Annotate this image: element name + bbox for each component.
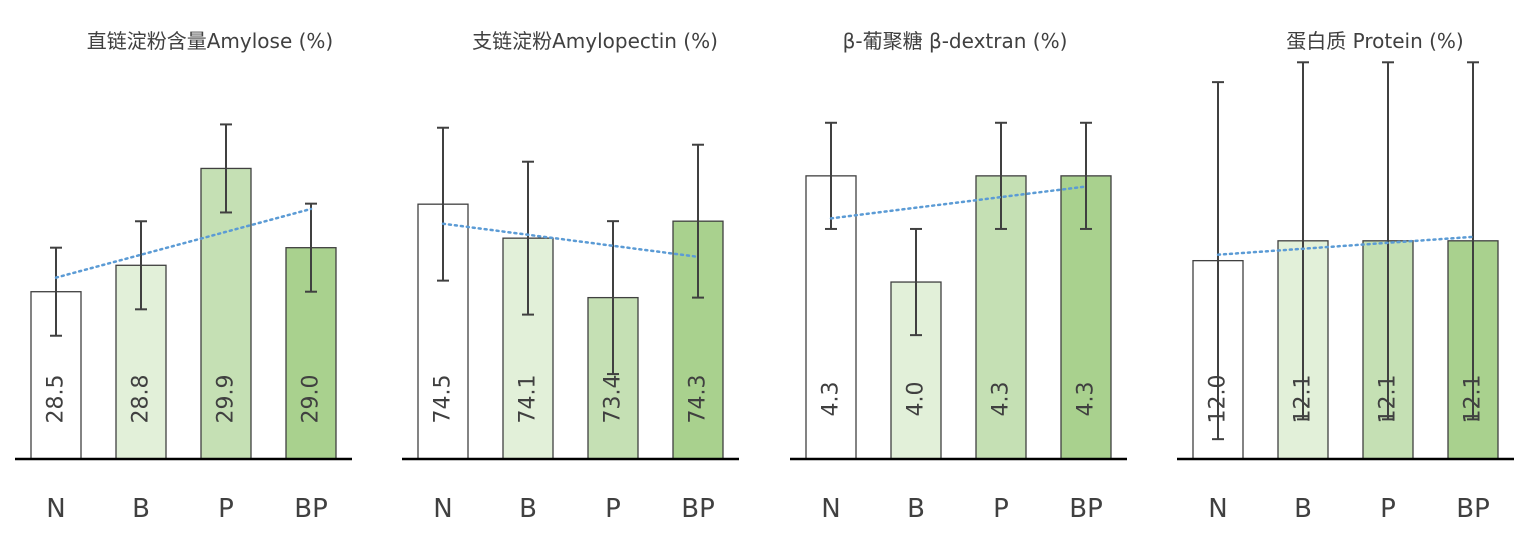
chart-panel-3: β-葡聚糖 β-dextran (%) 4.3 N 4.0 B 4.3 P 4.3 BP — [790, 29, 1127, 524]
data-label-P: 4.3 — [989, 382, 1014, 417]
trendline — [829, 185, 1088, 220]
data-label-N: 4.3 — [819, 382, 844, 417]
data-label-P: 29.9 — [214, 375, 239, 424]
data-label-P: 12.1 — [1376, 375, 1401, 424]
category-label-BP: BP — [294, 494, 328, 524]
category-label-P: P — [1380, 494, 1396, 524]
category-label-P: P — [218, 494, 234, 524]
category-label-B: B — [907, 494, 925, 524]
chart-title: 支链淀粉Amylopectin (%) — [472, 29, 718, 53]
category-label-N: N — [1208, 494, 1227, 524]
data-label-BP: 4.3 — [1074, 382, 1099, 417]
category-label-BP: BP — [681, 494, 715, 524]
chart-panel-1: 直链淀粉含量Amylose (%) 28.5 N 28.8 B 29.9 P 29.0 BP — [15, 29, 352, 524]
category-label-N: N — [433, 494, 452, 524]
trendline — [54, 207, 313, 279]
data-label-B: 28.8 — [129, 375, 154, 424]
data-label-P: 73.4 — [601, 375, 626, 424]
data-label-N: 74.5 — [431, 375, 456, 424]
data-label-B: 4.0 — [904, 382, 929, 417]
data-label-BP: 29.0 — [299, 375, 324, 424]
category-label-P: P — [605, 494, 621, 524]
data-label-N: 12.0 — [1206, 375, 1231, 424]
trendline — [1216, 235, 1475, 256]
category-label-P: P — [993, 494, 1009, 524]
category-label-BP: BP — [1069, 494, 1103, 524]
chart-title: 直链淀粉含量Amylose (%) — [87, 29, 333, 53]
chart-title: 蛋白质 Protein (%) — [1286, 29, 1463, 53]
data-label-B: 74.1 — [516, 375, 541, 424]
chart-title: β-葡聚糖 β-dextran (%) — [843, 29, 1068, 53]
category-label-BP: BP — [1456, 494, 1490, 524]
data-label-BP: 12.1 — [1461, 375, 1486, 424]
category-label-B: B — [132, 494, 150, 524]
category-label-N: N — [46, 494, 65, 524]
chart-panel-4: 蛋白质 Protein (%) 12.0 N 12.1 B 12.1 P 12.1 BP — [1177, 29, 1514, 524]
data-label-BP: 74.3 — [686, 375, 711, 424]
bar-P — [200, 167, 252, 460]
chart-panel-2: 支链淀粉Amylopectin (%) 74.5 N 74.1 B 73.4 P 74.3 BP — [402, 29, 739, 524]
data-label-N: 28.5 — [44, 375, 69, 424]
trendline — [441, 222, 700, 259]
category-label-B: B — [519, 494, 537, 524]
data-label-B: 12.1 — [1291, 375, 1316, 424]
category-label-N: N — [821, 494, 840, 524]
category-label-B: B — [1294, 494, 1312, 524]
